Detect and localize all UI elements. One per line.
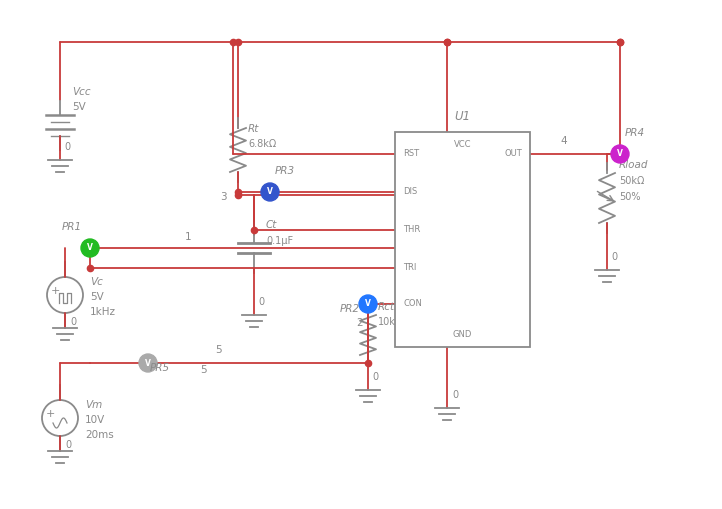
Text: PR5: PR5 [150,363,170,373]
Text: 0: 0 [452,390,458,400]
Text: Rload: Rload [619,160,648,170]
Text: Rctl: Rctl [378,302,398,312]
Text: THR: THR [403,225,420,235]
Text: 3: 3 [220,192,227,202]
Text: Ct: Ct [266,220,277,230]
Text: V: V [87,243,93,252]
Text: VCC: VCC [453,140,471,149]
Text: 6.8kΩ: 6.8kΩ [248,139,277,149]
Text: 50kΩ: 50kΩ [619,176,644,186]
Circle shape [139,354,157,372]
Text: 5V: 5V [72,102,86,112]
Circle shape [359,295,377,313]
Text: +: + [45,409,55,419]
Text: 20ms: 20ms [85,430,114,440]
Text: U1: U1 [454,110,471,123]
Text: V: V [617,150,623,158]
Text: RST: RST [403,150,419,158]
Text: 0: 0 [258,297,264,307]
Text: +: + [51,286,60,296]
Text: 0: 0 [65,440,71,450]
Text: 10V: 10V [85,415,105,425]
Text: 10kΩ: 10kΩ [378,317,404,327]
Text: 0: 0 [611,252,617,262]
Text: PR1: PR1 [62,222,82,232]
Text: 0: 0 [372,372,378,382]
Text: V: V [145,358,151,367]
Text: 1kHz: 1kHz [90,307,116,317]
Text: 50%: 50% [619,192,640,202]
Text: OUT: OUT [504,150,522,158]
Text: Vcc: Vcc [72,87,91,97]
Text: 1: 1 [185,232,191,242]
Text: 5V: 5V [90,292,104,302]
Text: GND: GND [453,330,472,339]
Circle shape [81,239,99,257]
Text: Vm: Vm [85,400,103,410]
Text: 4: 4 [560,136,567,146]
Circle shape [261,183,279,201]
Text: PR2: PR2 [340,304,360,314]
Text: PR4: PR4 [625,128,645,138]
Text: CON: CON [403,299,422,308]
Bar [395,132,530,347]
Text: V: V [365,299,371,308]
Text: 0: 0 [70,317,76,327]
Text: 2: 2 [356,318,362,328]
Circle shape [611,145,629,163]
Text: PR3: PR3 [275,166,295,176]
Text: TRI: TRI [403,264,417,272]
Text: 0: 0 [64,142,70,152]
Text: Rt: Rt [248,124,259,134]
Text: 5: 5 [200,365,206,375]
Text: 0.1μF: 0.1μF [266,236,293,246]
Text: V: V [267,187,273,196]
Text: 5: 5 [215,345,222,355]
Text: DIS: DIS [403,187,417,196]
Text: Vc: Vc [90,277,103,287]
